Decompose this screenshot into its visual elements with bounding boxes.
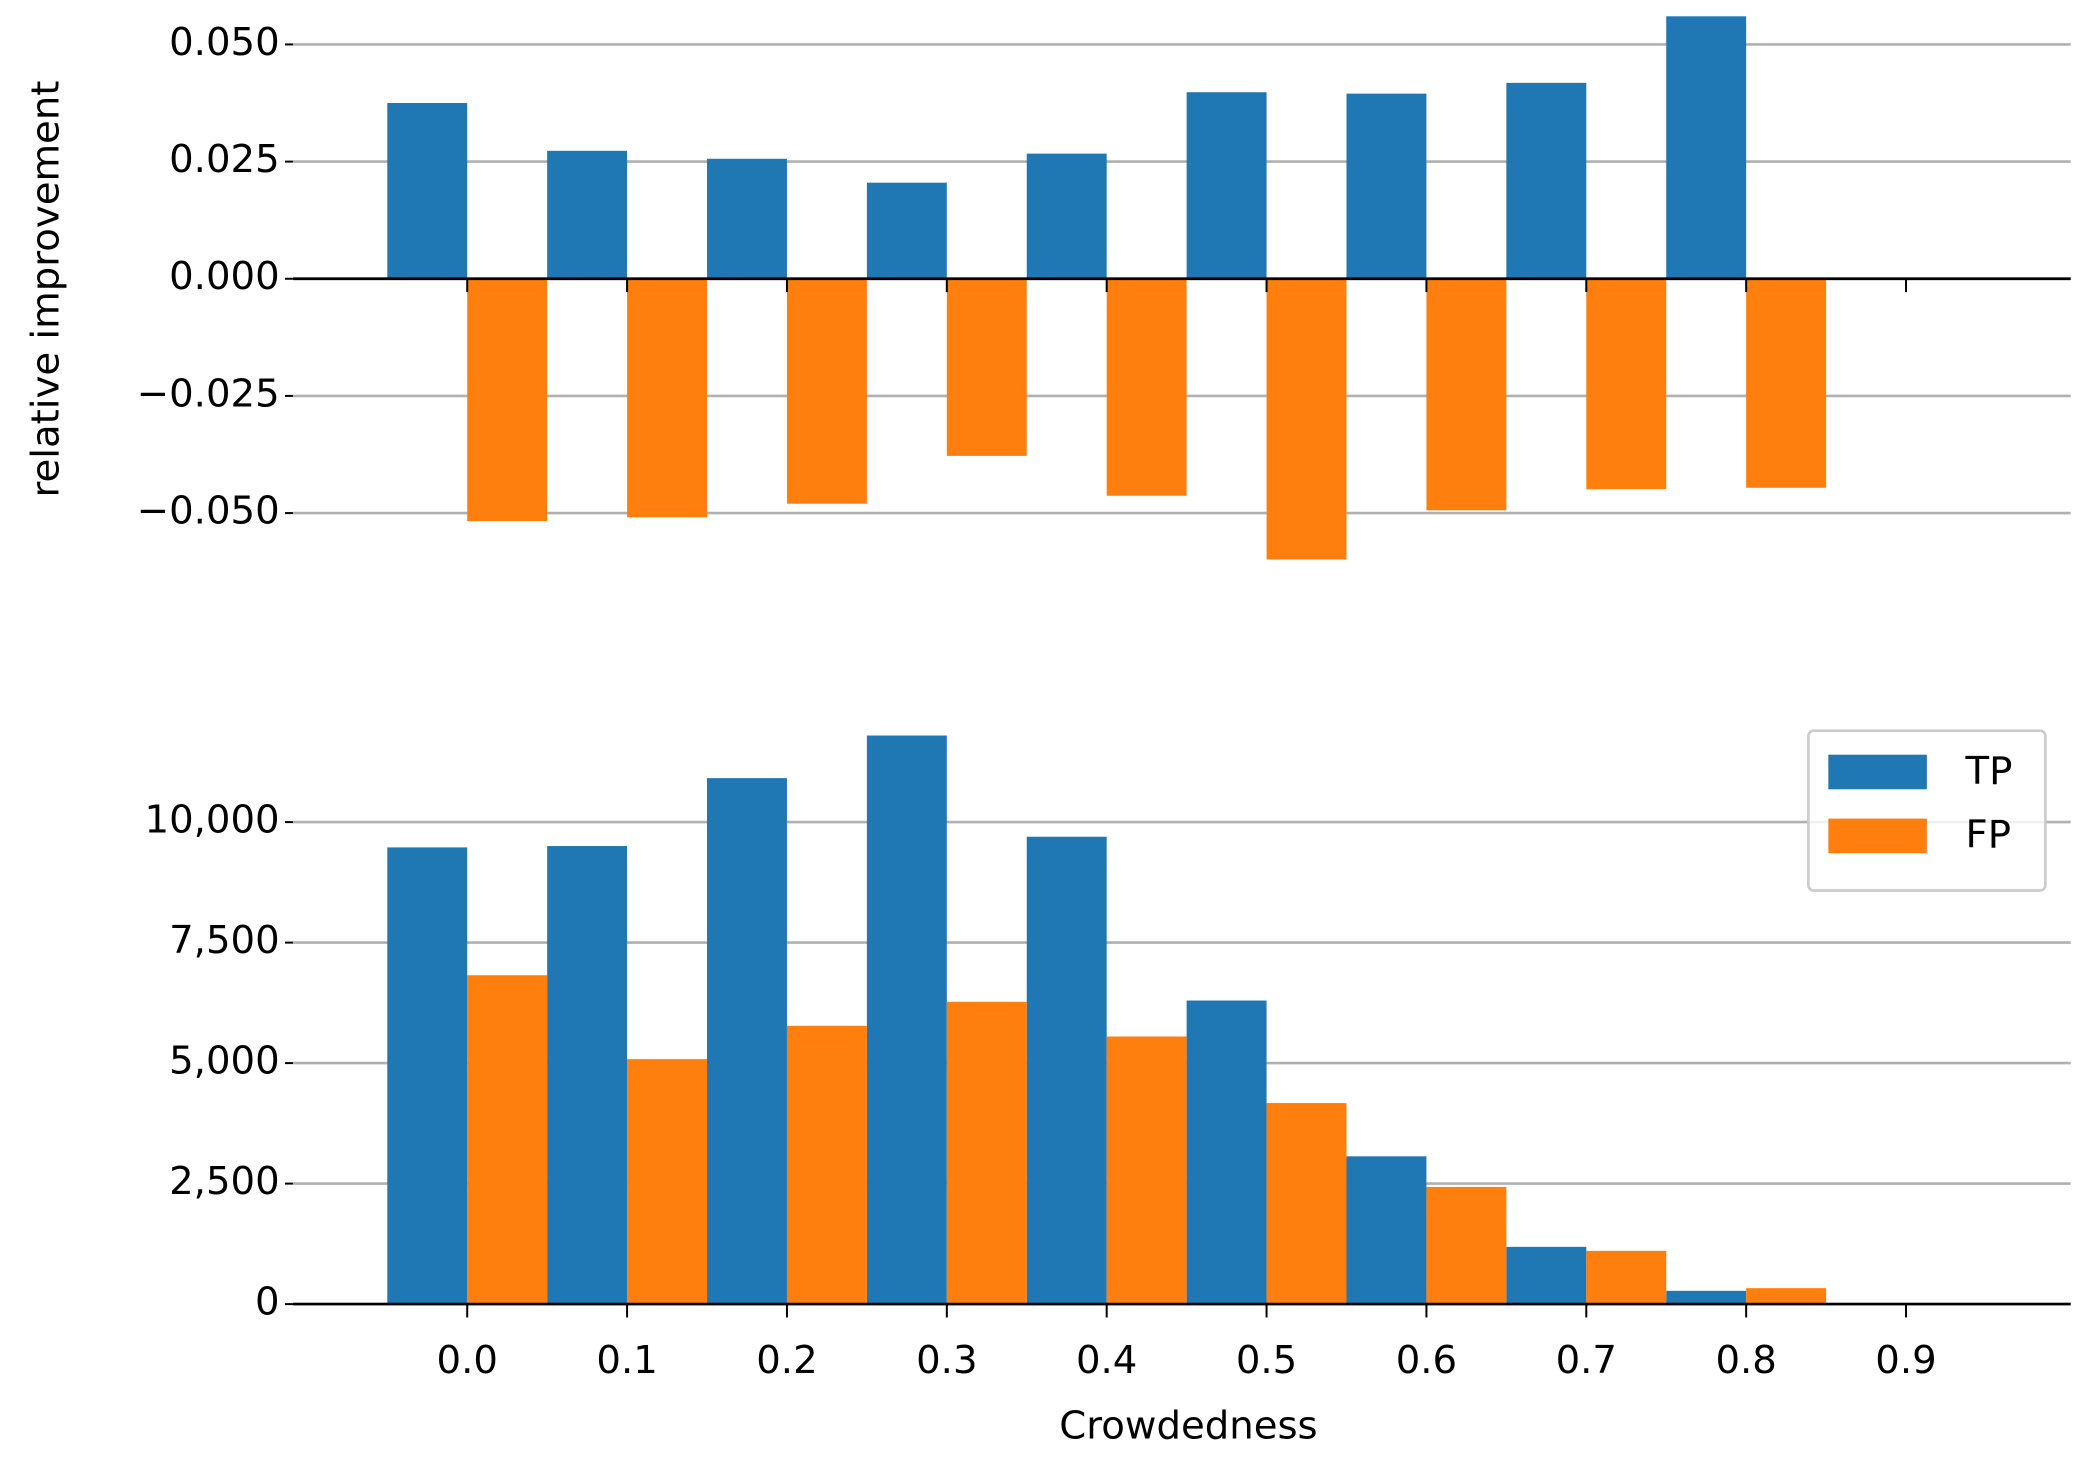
bar (1426, 278, 1507, 511)
y-tick-label: −0.025 (137, 371, 280, 416)
legend-label: TP (1964, 749, 2012, 794)
bar (1666, 16, 1747, 279)
bar (547, 150, 628, 279)
bar (1586, 278, 1667, 490)
y-tick-label: 7,500 (169, 918, 280, 963)
x-axis-label: Crowdedness (1059, 1403, 1317, 1448)
bar (1586, 1250, 1667, 1305)
x-tick-label: 0.0 (437, 1338, 498, 1383)
legend-swatch (1828, 818, 1927, 854)
bar (1426, 1186, 1507, 1305)
bar (1346, 1156, 1427, 1305)
bar (1506, 82, 1587, 279)
x-tick-label: 0.5 (1236, 1338, 1297, 1383)
x-tick-label: 0.4 (1076, 1338, 1137, 1383)
y-tick-label: 0.025 (169, 137, 280, 182)
bar (1666, 1290, 1747, 1305)
bar (1026, 153, 1107, 279)
bar (467, 975, 548, 1305)
legend-label: FP (1965, 813, 2011, 858)
bar (627, 1059, 708, 1305)
bar (1266, 278, 1347, 560)
bar (946, 1001, 1027, 1305)
bar (387, 847, 468, 1305)
y-tick-label: 0.000 (169, 254, 280, 299)
bar (1746, 278, 1827, 488)
bar (1186, 1000, 1267, 1305)
bar (786, 1025, 867, 1305)
y-tick-label: 5,000 (169, 1039, 280, 1084)
bar (866, 735, 947, 1305)
bar (1266, 1103, 1347, 1305)
bar (1026, 836, 1107, 1305)
x-tick-label: 0.8 (1715, 1338, 1776, 1383)
y-tick-label: 0 (255, 1280, 280, 1325)
legend-swatch (1828, 754, 1927, 790)
bar (866, 182, 947, 279)
x-tick-label: 0.3 (916, 1338, 977, 1383)
x-tick-label: 0.9 (1875, 1338, 1936, 1383)
x-tick-label: 0.7 (1556, 1338, 1617, 1383)
bar (707, 158, 787, 279)
y-axis-label: relative improvement (23, 81, 68, 498)
bar (1746, 1288, 1827, 1305)
bar (1346, 93, 1427, 279)
bar (707, 778, 787, 1305)
x-tick-label: 0.2 (756, 1338, 817, 1383)
x-tick-label: 0.6 (1396, 1338, 1457, 1383)
y-tick-label: 0.050 (169, 20, 280, 65)
bar (1186, 92, 1267, 279)
bar (547, 846, 628, 1305)
bar (1106, 1036, 1187, 1305)
bar (1106, 278, 1187, 496)
bar (786, 278, 867, 504)
bar (387, 103, 468, 279)
bar (627, 278, 708, 518)
bar (467, 278, 548, 522)
x-tick-label: 0.1 (596, 1338, 657, 1383)
y-tick-label: 2,500 (169, 1159, 280, 1204)
bar (1506, 1246, 1587, 1305)
legend: TP FP (1807, 729, 2047, 892)
y-tick-label: −0.050 (137, 489, 280, 534)
bar (946, 278, 1027, 456)
y-tick-label: 10,000 (145, 798, 280, 843)
